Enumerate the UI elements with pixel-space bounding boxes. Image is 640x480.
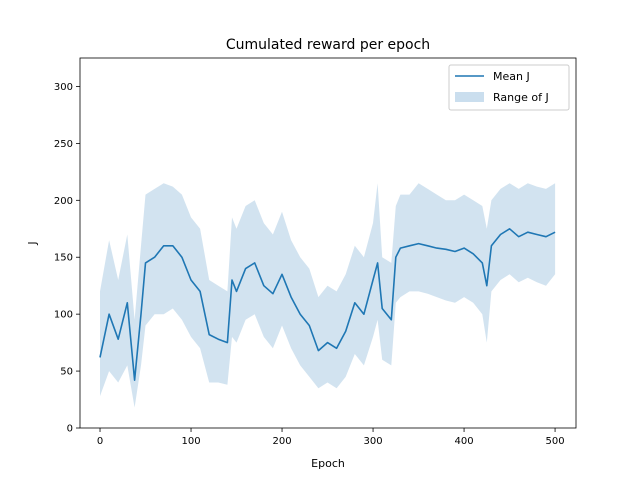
plot-frame: [79, 57, 577, 429]
x-tick-label: 500: [546, 436, 565, 447]
axes: 0 100 200 300 400 500 0 50 100 150 200 250 300: [54, 57, 577, 447]
mean-j-line: [99, 228, 556, 382]
x-tick-label: 300: [364, 436, 383, 447]
y-tick-label: 200: [54, 196, 73, 207]
x-tick-label: 100: [181, 436, 200, 447]
range-band: [100, 183, 556, 408]
legend-label-mean: Mean J: [493, 70, 530, 83]
legend-swatch-range: [455, 92, 484, 102]
y-tick-label: 300: [54, 82, 73, 93]
mean-line-layer: [99, 228, 556, 382]
y-tick-label: 250: [54, 139, 73, 150]
x-tick-label: 400: [455, 436, 474, 447]
y-tick-label: 150: [54, 253, 73, 264]
x-axis-label: Epoch: [311, 457, 345, 470]
y-axis-label: J: [26, 241, 39, 245]
legend: Mean J Range of J: [448, 64, 570, 111]
legend-label-range: Range of J: [493, 91, 549, 104]
y-tick-label: 50: [60, 367, 73, 378]
x-tick-label: 200: [272, 436, 291, 447]
range-band-layer: [100, 183, 556, 408]
y-tick-label: 0: [67, 424, 73, 435]
x-tick-label: 0: [97, 436, 103, 447]
chart-title: Cumulated reward per epoch: [226, 37, 430, 53]
y-tick-label: 100: [54, 310, 73, 321]
